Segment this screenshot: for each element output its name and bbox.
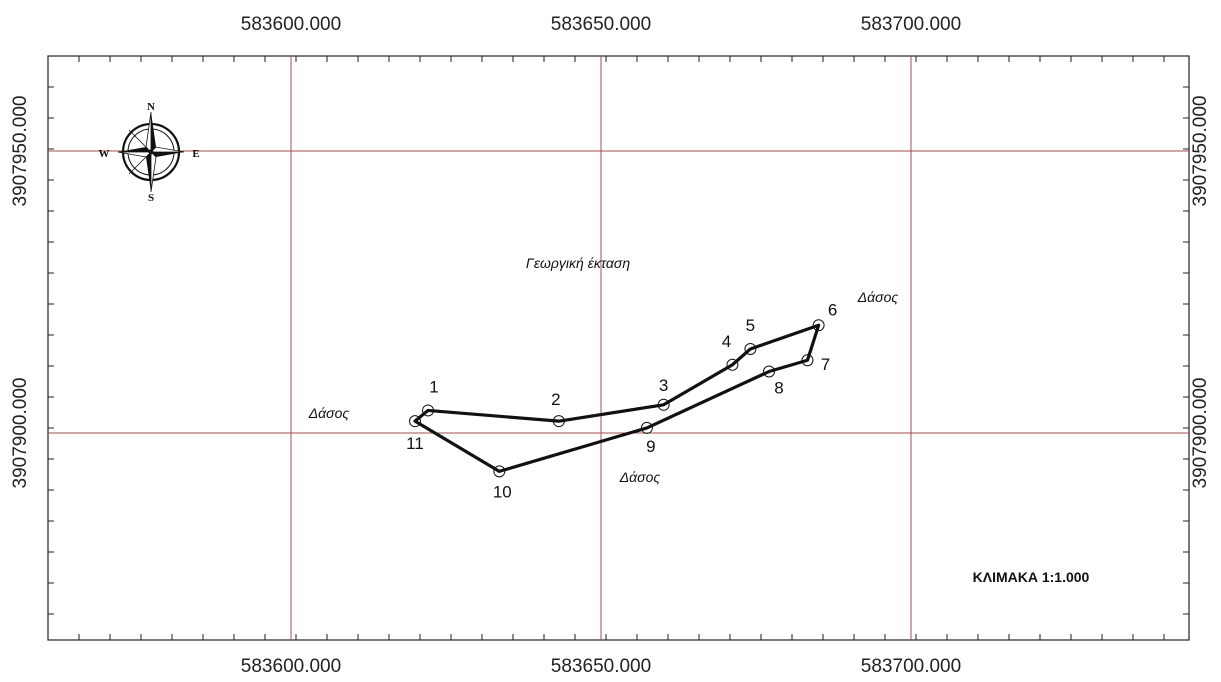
vertex-marker-11: [409, 415, 421, 428]
vertex-marker-5: [744, 342, 757, 355]
vertex-label-4: 4: [722, 332, 731, 351]
frame-ticks: [48, 56, 1189, 640]
vertex-marker-6: [812, 319, 825, 332]
vertex-marker-9: [640, 421, 653, 434]
easting-label-bottom-3: 583700.000: [861, 656, 961, 677]
vertex-label-7: 7: [821, 355, 830, 374]
map-frame: [47, 55, 1190, 641]
vertex-marker-2: [552, 415, 565, 428]
vertex-marker-1: [422, 404, 435, 417]
vertex-marker-8: [763, 365, 776, 378]
compass-east-label: E: [192, 148, 199, 160]
vertex-label-11: 11: [406, 434, 424, 453]
easting-label-top-1: 583600.000: [241, 14, 341, 35]
easting-label-top-2: 583650.000: [551, 14, 651, 35]
vertex-marker-3: [657, 398, 670, 411]
vertex-label-2: 2: [551, 390, 560, 409]
northing-label-right-1: 3907950.000: [1190, 96, 1211, 207]
vertex-label-6: 6: [828, 300, 837, 319]
vertex-label-3: 3: [659, 376, 668, 395]
compass-north-label: N: [147, 101, 155, 113]
area-label-forest-south: Δάσος: [619, 469, 661, 485]
vertex-label-5: 5: [746, 316, 755, 335]
compass-rose-icon: [117, 111, 185, 193]
vertex-marker-10: [493, 465, 506, 478]
easting-label-bottom-1: 583600.000: [241, 656, 341, 677]
scale-label: ΚΛΙΜΑΚΑ 1:1.000: [973, 569, 1090, 585]
parcel-boundary: [413, 323, 821, 473]
compass-west-label: W: [99, 148, 110, 160]
northing-label-left-2: 3907900.000: [10, 378, 31, 489]
vertex-label-9: 9: [646, 437, 655, 456]
vertex-label-1: 1: [429, 377, 438, 396]
northing-label-left-1: 3907950.000: [10, 96, 31, 207]
vertex-marker-7: [801, 354, 814, 367]
vertex-label-10: 10: [493, 482, 512, 501]
parcel-vertex-labels: 1 2 3 45 6 7 8 9 10 11: [406, 300, 837, 501]
vertex-label-8: 8: [774, 379, 783, 398]
area-label-forest-east: Δάσος: [857, 289, 899, 305]
area-label-forest-west: Δάσος: [308, 405, 350, 421]
coordinate-grid: [48, 56, 1189, 640]
compass-south-label: S: [148, 192, 154, 204]
vertex-marker-4: [726, 358, 739, 371]
easting-label-bottom-2: 583650.000: [551, 656, 651, 677]
parcel-vertex-markers: [409, 319, 825, 478]
area-label-agricultural: Γεωργική έκταση: [526, 255, 630, 271]
northing-label-right-2: 3907900.000: [1190, 378, 1211, 489]
easting-label-top-3: 583700.000: [861, 14, 961, 35]
